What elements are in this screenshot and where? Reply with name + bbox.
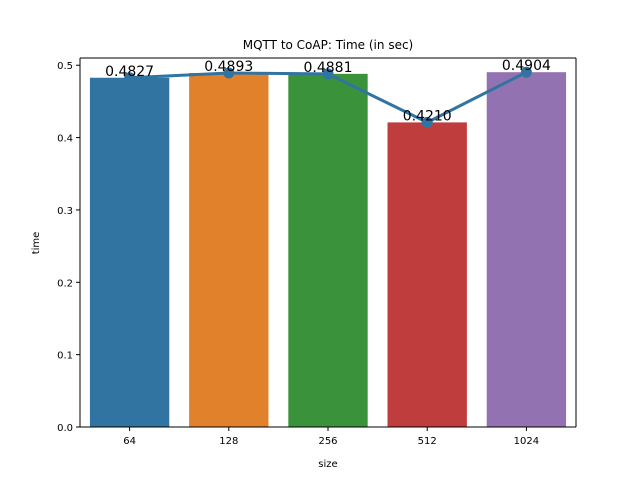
- data-label-512: 0.4210: [403, 108, 452, 124]
- data-labels-group: 0.4827 0.4893 0.4881 0.4210 0.4904: [105, 58, 551, 124]
- x-axis-label: size: [318, 459, 337, 470]
- y-axis-label: time: [31, 232, 42, 255]
- x-tick-label: 128: [219, 436, 238, 447]
- y-tick-label: 0.4: [57, 134, 73, 145]
- line-point-1024: [520, 66, 532, 78]
- y-tick-label: 0.0: [57, 423, 73, 434]
- axes-group: 0.0 0.1 0.2 0.3 0.4 0.5 64 128 256 512 1024: [57, 57, 577, 447]
- data-label-128: 0.4893: [204, 59, 253, 75]
- line-point-128: [223, 67, 235, 79]
- line-point-512: [421, 116, 433, 128]
- y-tick-label: 0.2: [57, 278, 73, 289]
- bar-64: [89, 77, 170, 427]
- data-label-64: 0.4827: [105, 64, 154, 80]
- line-point-64: [124, 72, 136, 84]
- data-label-256: 0.4881: [304, 60, 353, 76]
- x-tick-label: 1024: [514, 436, 539, 447]
- line-overlay-group: [124, 66, 532, 128]
- bar-1024: [486, 72, 567, 427]
- chart-title: MQTT to CoAP: Time (in sec): [243, 38, 413, 52]
- y-tick-label: 0.1: [57, 351, 73, 362]
- bar-256: [288, 73, 368, 428]
- y-tick-label: 0.5: [57, 61, 73, 72]
- x-tick-label: 256: [318, 436, 337, 447]
- bar-512: [387, 122, 467, 428]
- x-tick-label: 64: [123, 436, 136, 447]
- data-label-1024: 0.4904: [502, 58, 551, 74]
- x-tick-label: 512: [418, 436, 437, 447]
- bar-128: [189, 72, 269, 428]
- bars-group: [89, 72, 567, 428]
- line-point-256: [322, 68, 334, 80]
- y-tick-label: 0.3: [57, 206, 73, 217]
